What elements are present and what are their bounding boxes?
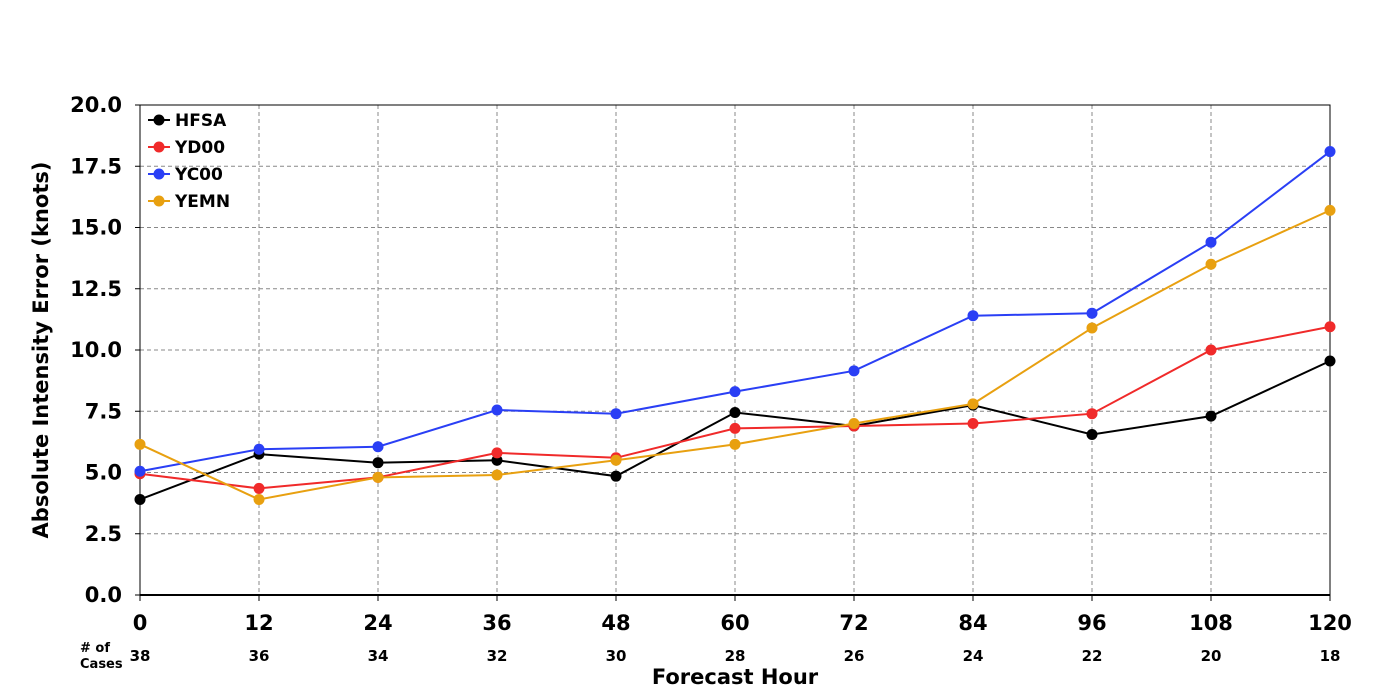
data-point-yemn: [848, 418, 860, 429]
data-point-yc00: [253, 443, 265, 455]
y-axis-ticks: 0.0 2.5 5.0 7.5 10.0 12.5 15.0 17.5 20.0: [70, 93, 140, 607]
data-point-yd00: [253, 482, 265, 494]
data-point-hfsa: [1324, 355, 1336, 367]
data-point-yc00: [491, 404, 503, 416]
x-tick-label: 24: [363, 611, 392, 635]
y-tick-label: 15.0: [70, 216, 122, 240]
cases-header-line-2: Cases: [80, 657, 123, 672]
case-count-label: 34: [368, 647, 389, 665]
x-tick-label: 60: [720, 611, 749, 635]
data-point-yc00: [848, 365, 860, 377]
x-axis-ticks: 0 12 24 36 48 60 72 84 96 108 120: [133, 595, 1352, 635]
y-tick-label: 5.0: [85, 461, 122, 485]
data-point-yemn: [967, 398, 979, 410]
data-point-hfsa: [610, 470, 622, 482]
legend-marker-yc00: [153, 168, 165, 180]
y-axis-title: Absolute Intensity Error (knots): [29, 162, 53, 539]
data-point-yc00: [134, 465, 146, 477]
x-axis-title: Forecast Hour: [652, 665, 819, 689]
case-count-label: 38: [130, 647, 151, 665]
legend-entry-yc00: YC00: [148, 165, 223, 185]
legend-marker-yd00: [153, 141, 165, 153]
y-tick-label: 2.5: [85, 522, 122, 546]
y-tick-label: 7.5: [85, 399, 122, 423]
series-yemn: [134, 204, 1336, 505]
case-count-label: 32: [487, 647, 508, 665]
x-tick-label: 72: [839, 611, 868, 635]
case-count-label: 24: [963, 647, 984, 665]
y-tick-label: 12.5: [70, 277, 122, 301]
case-count-label: 36: [249, 647, 270, 665]
legend-label-hfsa: HFSA: [175, 111, 227, 131]
case-count-label: 30: [606, 647, 627, 665]
data-point-yd00: [967, 418, 979, 429]
y-tick-label: 20.0: [70, 93, 122, 117]
data-point-yc00: [1205, 236, 1217, 248]
data-point-hfsa: [134, 493, 146, 505]
data-point-yemn: [610, 454, 622, 466]
cases-header-line-1: # of: [80, 641, 110, 656]
data-point-yemn: [1205, 258, 1217, 270]
y-tick-label: 10.0: [70, 338, 122, 362]
series-yc00: [134, 146, 1336, 477]
data-point-hfsa: [372, 457, 384, 469]
data-point-yd00: [1324, 321, 1336, 333]
legend-label-yemn: YEMN: [174, 192, 230, 212]
data-point-yemn: [134, 438, 146, 450]
legend: HFSA YD00 YC00 YEMN: [148, 111, 230, 212]
case-count-label: 18: [1320, 647, 1341, 665]
x-tick-label: 120: [1308, 611, 1352, 635]
legend-label-yd00: YD00: [174, 138, 225, 158]
data-point-yd00: [729, 422, 741, 434]
legend-label-yc00: YC00: [174, 165, 223, 185]
data-point-hfsa: [1086, 429, 1098, 441]
case-count-label: 26: [844, 647, 865, 665]
data-point-yemn: [372, 471, 384, 483]
legend-entry-hfsa: HFSA: [148, 111, 227, 131]
data-point-yc00: [1086, 307, 1098, 319]
legend-marker-hfsa: [153, 114, 165, 126]
data-point-yd00: [1086, 408, 1098, 420]
y-tick-label: 17.5: [70, 154, 122, 178]
x-tick-label: 36: [482, 611, 511, 635]
data-point-hfsa: [729, 406, 741, 418]
case-count-label: 20: [1201, 647, 1222, 665]
data-point-yemn: [253, 493, 265, 505]
case-count-label: 28: [725, 647, 746, 665]
series-layer: [134, 146, 1336, 505]
legend-marker-yemn: [153, 195, 165, 207]
data-point-hfsa: [1205, 410, 1217, 422]
x-tick-label: 84: [958, 611, 987, 635]
data-point-yc00: [372, 441, 384, 453]
grid: [140, 105, 1330, 595]
x-tick-label: 12: [244, 611, 273, 635]
legend-entry-yd00: YD00: [148, 138, 225, 158]
x-tick-label: 48: [601, 611, 630, 635]
data-point-yemn: [1324, 204, 1336, 216]
cases-row: # of Cases 38 36 34 32 30 28 26 24 22 20 18: [80, 641, 1340, 672]
data-point-yemn: [729, 438, 741, 450]
x-tick-label: 108: [1189, 611, 1233, 635]
x-tick-label: 0: [133, 611, 148, 635]
case-count-label: 22: [1082, 647, 1103, 665]
y-tick-label: 0.0: [85, 583, 122, 607]
data-point-yc00: [610, 408, 622, 420]
legend-entry-yemn: YEMN: [148, 192, 230, 212]
data-point-yd00: [1205, 344, 1217, 356]
data-point-yc00: [967, 310, 979, 322]
data-point-yemn: [1086, 322, 1098, 334]
data-point-yc00: [729, 386, 741, 398]
data-point-yemn: [491, 469, 503, 481]
x-tick-label: 96: [1077, 611, 1106, 635]
data-point-yc00: [1324, 146, 1336, 158]
data-point-yd00: [491, 447, 503, 459]
